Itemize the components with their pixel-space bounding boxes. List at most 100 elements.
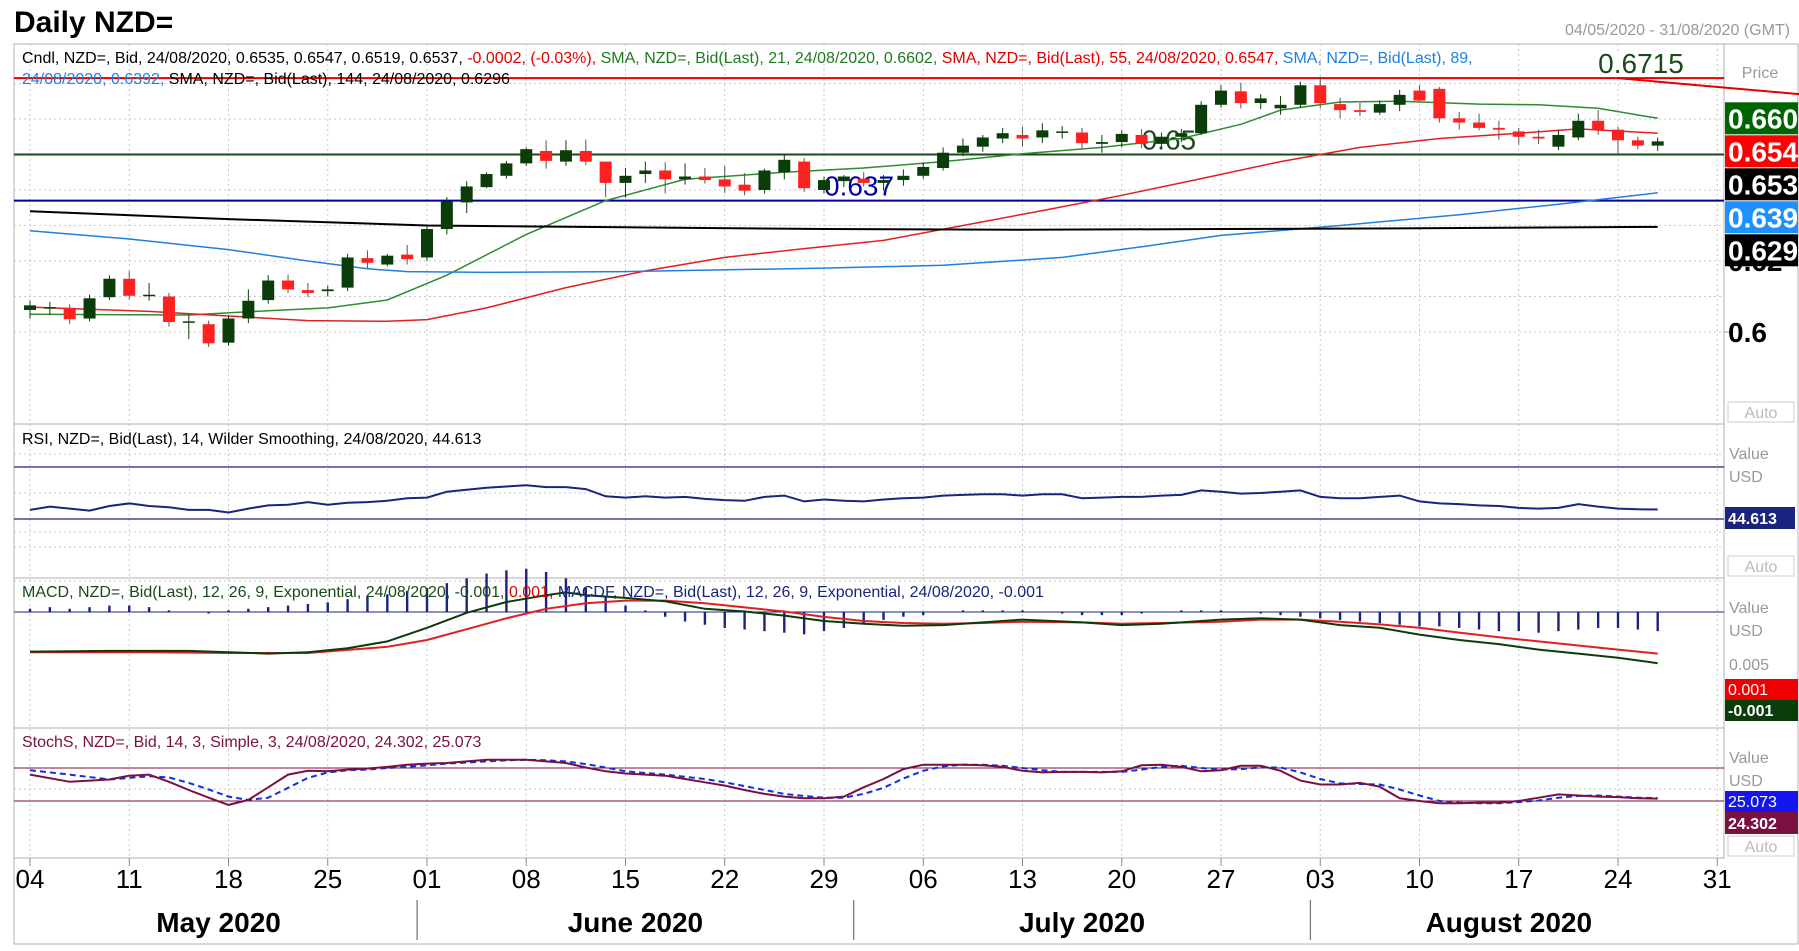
candle — [1473, 113, 1486, 131]
x-tick-label: 11 — [116, 864, 143, 894]
macd-lines — [14, 568, 1724, 665]
candle-body — [83, 298, 96, 319]
candle — [1234, 82, 1247, 109]
price-value-label: 0.660 — [1728, 103, 1798, 134]
rsi-lines — [14, 466, 1724, 520]
x-tick-label: 03 — [1306, 864, 1335, 894]
candle-body — [1612, 129, 1624, 141]
stoch-d-value: 25.073 — [1728, 794, 1777, 811]
candle-body — [877, 180, 890, 183]
candle — [1195, 101, 1208, 135]
x-tick-label: 15 — [611, 864, 640, 894]
candle-body — [1095, 142, 1108, 144]
x-tick-label: 04 — [16, 864, 45, 894]
candle — [500, 160, 513, 179]
candle — [1572, 113, 1585, 141]
candle — [1254, 94, 1267, 110]
candle-body — [1631, 140, 1644, 146]
month-label: August 2020 — [1426, 907, 1593, 938]
candle-body — [679, 176, 692, 180]
candle — [361, 250, 374, 269]
candle-body — [1195, 104, 1208, 134]
candle-body — [440, 201, 453, 230]
stoch-d-value-box — [1725, 791, 1798, 812]
candle-body — [63, 307, 76, 320]
candle-body — [976, 137, 989, 147]
sma-144-line — [29, 210, 1658, 231]
sma-55-line — [29, 128, 1658, 323]
candle — [63, 304, 76, 325]
stoch-auto-button[interactable] — [1727, 835, 1795, 857]
candle — [1294, 81, 1307, 108]
rsi-axis-value: Value — [1729, 446, 1769, 463]
candle-body — [1274, 104, 1287, 109]
stoch-header: StochS, NZD=, Bid, 14, 3, Simple, 3, 24/… — [22, 734, 482, 751]
stoch-auto-label: Auto — [1745, 839, 1778, 856]
candle-body — [24, 305, 36, 310]
candle-body — [937, 152, 950, 168]
x-tick-label: 01 — [413, 864, 442, 894]
price-header-line2: 24/08/2020, 0.6392, SMA, NZD=, Bid(Last)… — [22, 71, 510, 88]
x-tick-label: 10 — [1405, 864, 1434, 894]
candle-body — [599, 161, 612, 183]
resistance-level-label: 0.6715 — [1598, 48, 1684, 79]
candle-body — [1512, 131, 1525, 137]
candle — [520, 147, 533, 166]
price-value-label: 0.629 — [1728, 235, 1798, 266]
macd-header: MACD, NZD=, Bid(Last), 12, 26, 9, Expone… — [22, 584, 1044, 601]
candle — [1095, 134, 1108, 153]
candle — [182, 314, 195, 340]
candle-body — [1353, 110, 1366, 112]
candle — [1274, 95, 1287, 115]
candle-body — [460, 186, 473, 203]
candle — [1076, 127, 1089, 149]
candle-body — [579, 150, 592, 162]
candle — [421, 226, 433, 261]
candle-body — [182, 321, 195, 323]
candle-body — [123, 278, 136, 296]
price-value-box — [1725, 168, 1798, 201]
candle-body — [1651, 141, 1664, 146]
candle — [738, 172, 751, 196]
candle-body — [1076, 132, 1089, 144]
candle — [877, 175, 890, 191]
candle-body — [857, 178, 870, 183]
macd-header-macd: MACD, NZD=, Bid(Last), 12, 26, 9, Expone… — [22, 584, 509, 601]
candle-body — [500, 163, 513, 176]
rsi-auto-button[interactable] — [1727, 555, 1795, 577]
macd-axis-value: Value — [1729, 600, 1769, 617]
x-tick-label: 13 — [1008, 864, 1037, 894]
candle-body — [1552, 134, 1565, 147]
candle-body — [421, 229, 433, 258]
candle — [202, 320, 215, 347]
candle-body — [1016, 134, 1029, 139]
candle — [1215, 85, 1227, 108]
macd-value-box — [1725, 700, 1798, 721]
candle-body — [1413, 90, 1426, 101]
rsi-last-value-box — [1725, 507, 1795, 529]
macd-header-signal: 0.001, — [509, 584, 558, 601]
stoch-axis-value: Value — [1729, 750, 1769, 767]
candle-body — [103, 278, 116, 298]
candle — [1175, 128, 1188, 143]
macd-value: -0.001 — [1728, 703, 1773, 720]
month-label: May 2020 — [156, 907, 281, 938]
candle-body — [381, 255, 394, 265]
stoch-axis-usd: USD — [1729, 773, 1763, 790]
date-range: 04/05/2020 - 31/08/2020 (GMT) — [1565, 22, 1790, 39]
candle-body — [738, 184, 751, 191]
candle-body — [1175, 133, 1188, 137]
price-header-candle: Cndl, NZD=, Bid, 24/08/2020, 0.6535, 0.6… — [22, 50, 467, 67]
candle-body — [1294, 85, 1307, 105]
candle-body — [143, 294, 156, 297]
x-tick-label: 24 — [1604, 864, 1633, 894]
candle-body — [361, 258, 374, 263]
candle — [639, 161, 652, 183]
x-tick-label: 27 — [1207, 864, 1236, 894]
candle-body — [659, 170, 672, 180]
candle — [976, 134, 989, 152]
price-auto-button[interactable] — [1727, 401, 1795, 423]
candle-body — [401, 254, 414, 260]
price-auto-label: Auto — [1745, 405, 1778, 422]
